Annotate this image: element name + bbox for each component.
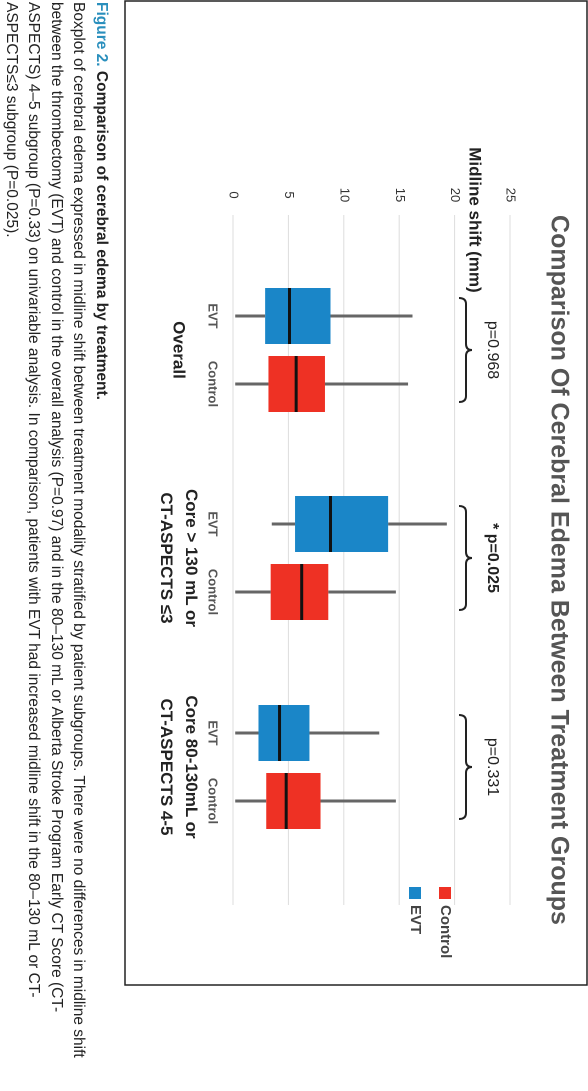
y-tick-label: 15 — [393, 188, 408, 202]
box — [265, 288, 331, 344]
y-tick-label: 20 — [448, 188, 463, 202]
box — [295, 496, 389, 552]
legend-label: EVT — [407, 905, 424, 934]
series-tick-label: EVT — [206, 303, 221, 328]
chart-frame — [124, 0, 588, 986]
bracket — [458, 714, 473, 820]
box — [258, 705, 310, 761]
category-label: Overall — [170, 321, 189, 379]
category-label: Core 80-130mL or — [182, 695, 201, 839]
y-tick-label: 5 — [282, 191, 297, 198]
legend-swatch — [439, 887, 451, 899]
category-label: CT-ASPECTS ≤3 — [157, 492, 176, 623]
bracket — [458, 297, 473, 403]
series-tick-label: EVT — [206, 511, 221, 536]
y-tick-label: 10 — [337, 188, 352, 202]
p-value: p=0.968 — [484, 321, 501, 379]
p-value: p=0.331 — [484, 738, 501, 796]
box — [266, 773, 321, 829]
category-label: Core > 130 mL or — [182, 489, 201, 627]
bracket — [458, 505, 473, 611]
legend-swatch — [409, 887, 421, 899]
chart: Comparison Of Cerebral Edema Between Tre… — [124, 0, 588, 986]
p-value: * p=0.025 — [484, 523, 501, 593]
series-tick-label: EVT — [206, 720, 221, 745]
y-tick-label: 0 — [227, 191, 242, 198]
series-tick-label: Control — [206, 361, 221, 407]
y-tick-label: 25 — [504, 188, 519, 202]
series-tick-label: Control — [206, 569, 221, 615]
caption-label: Figure 2. — [93, 2, 110, 67]
chart-title: Comparison Of Cerebral Edema Between Tre… — [545, 215, 573, 925]
category-label: CT-ASPECTS 4-5 — [157, 699, 176, 836]
box — [270, 564, 329, 620]
caption-text: Boxplot of cerebral edema expressed in m… — [3, 2, 88, 1058]
caption-title: Comparison of cerebral edema by treatmen… — [93, 70, 110, 400]
series-tick-label: Control — [206, 778, 221, 824]
y-axis-label: Midline shift (mm) — [466, 147, 485, 292]
legend-label: Control — [437, 905, 454, 958]
caption: Figure 2. Comparison of cerebral edema b… — [0, 2, 112, 1087]
